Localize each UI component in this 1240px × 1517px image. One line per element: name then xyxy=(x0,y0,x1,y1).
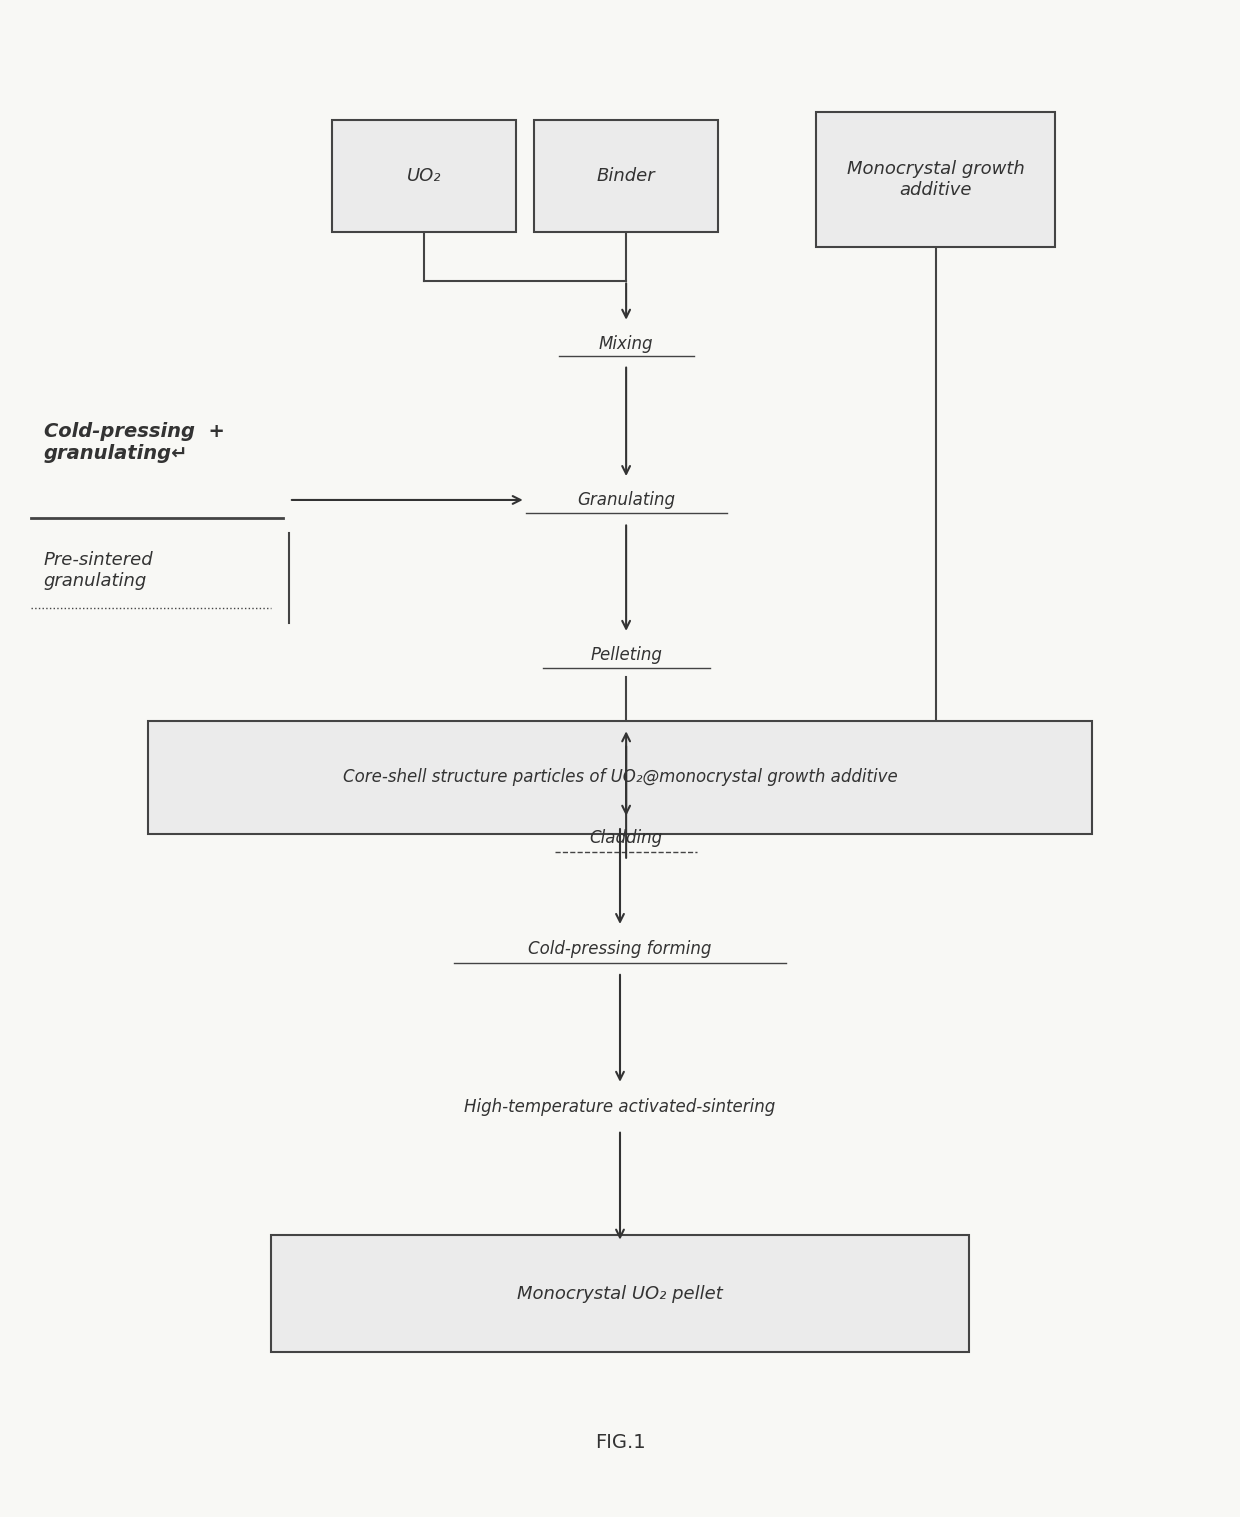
Text: Mixing: Mixing xyxy=(599,335,653,352)
FancyBboxPatch shape xyxy=(534,120,718,232)
Text: Binder: Binder xyxy=(596,167,656,185)
Text: Cold-pressing forming: Cold-pressing forming xyxy=(528,941,712,959)
FancyBboxPatch shape xyxy=(270,1235,970,1352)
FancyBboxPatch shape xyxy=(332,120,516,232)
Text: UO₂: UO₂ xyxy=(407,167,441,185)
FancyBboxPatch shape xyxy=(816,112,1055,247)
Text: Granulating: Granulating xyxy=(577,492,675,510)
Text: High-temperature activated-sintering: High-temperature activated-sintering xyxy=(464,1098,776,1117)
FancyBboxPatch shape xyxy=(148,721,1092,834)
Text: Cladding: Cladding xyxy=(589,830,662,846)
Text: Pelleting: Pelleting xyxy=(590,646,662,664)
Text: Monocrystal growth
additive: Monocrystal growth additive xyxy=(847,161,1024,199)
Text: Pre-sintered
granulating: Pre-sintered granulating xyxy=(43,551,154,590)
Text: Core-shell structure particles of UO₂@monocrystal growth additive: Core-shell structure particles of UO₂@mo… xyxy=(342,768,898,786)
Text: Monocrystal UO₂ pellet: Monocrystal UO₂ pellet xyxy=(517,1285,723,1303)
Text: Cold-pressing  +
granulating↵: Cold-pressing + granulating↵ xyxy=(43,422,224,463)
Text: FIG.1: FIG.1 xyxy=(595,1434,645,1452)
